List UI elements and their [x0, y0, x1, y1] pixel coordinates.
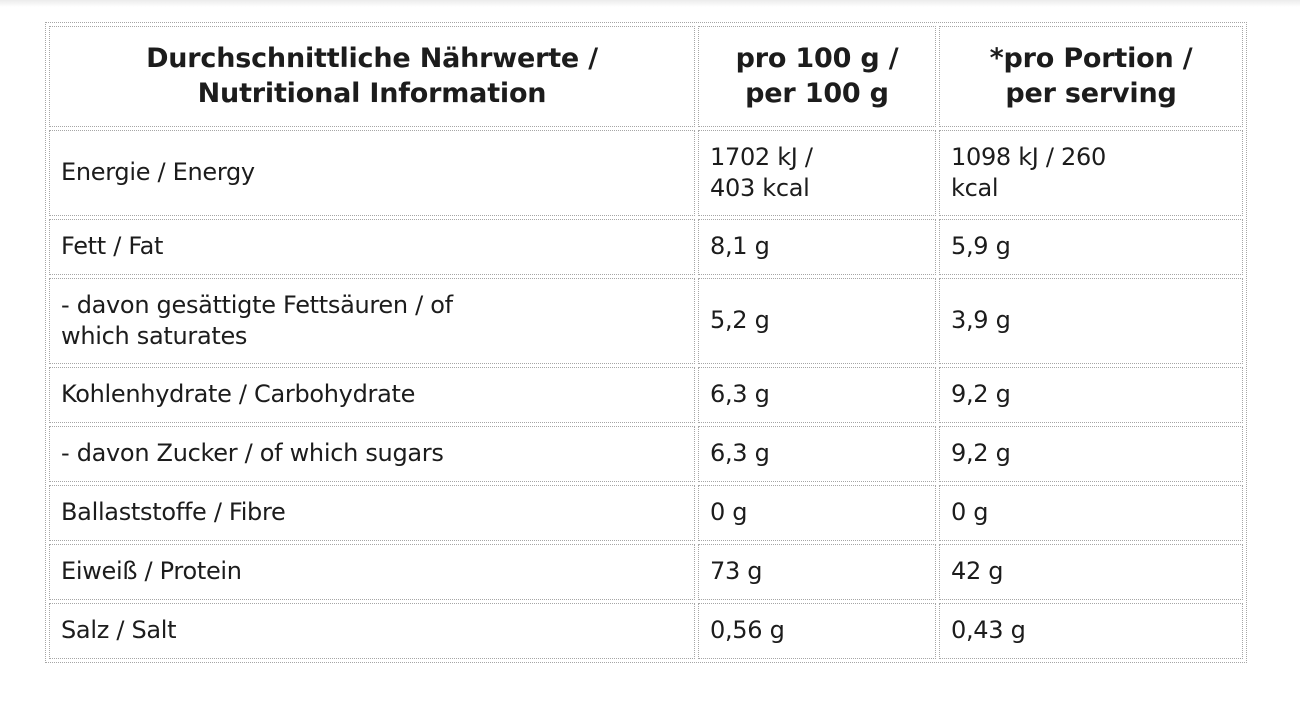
nutrient-label: Ballaststoffe / Fibre: [49, 484, 695, 541]
page-top-edge: [0, 0, 1300, 7]
per-serving-value: 5,9 g: [939, 219, 1243, 276]
nutrient-row-fat: Fett / Fat 8,1 g 5,9 g: [49, 219, 1243, 276]
per-100g-value: 5,2 g: [698, 278, 936, 364]
per-100g-value: 8,1 g: [698, 219, 936, 276]
nutrition-table: Durchschnittliche Nährwerte / Nutritiona…: [45, 22, 1247, 663]
header-per-serving-column: *pro Portion / per serving: [939, 26, 1243, 128]
nutrient-row-saturates: - davon gesättigte Fettsäuren / of which…: [49, 278, 1243, 364]
per-serving-value: 42 g: [939, 543, 1243, 600]
per-100g-value: 1702 kJ / 403 kcal: [698, 130, 936, 217]
header-nutrient-column: Durchschnittliche Nährwerte / Nutritiona…: [49, 26, 695, 128]
per-serving-value: 1098 kJ / 260 kcal: [939, 130, 1243, 217]
per-serving-value: 0,43 g: [939, 602, 1243, 659]
nutrient-row-salt: Salz / Salt 0,56 g 0,43 g: [49, 602, 1243, 659]
nutrient-label: Eiweiß / Protein: [49, 543, 695, 600]
nutrition-header-row: Durchschnittliche Nährwerte / Nutritiona…: [49, 26, 1243, 128]
nutrient-label: Kohlenhydrate / Carbohydrate: [49, 366, 695, 423]
nutrient-label: Energie / Energy: [49, 130, 695, 217]
nutrient-row-protein: Eiweiß / Protein 73 g 42 g: [49, 543, 1243, 600]
nutrient-row-fibre: Ballaststoffe / Fibre 0 g 0 g: [49, 484, 1243, 541]
nutrient-row-energy: Energie / Energy 1702 kJ / 403 kcal 1098…: [49, 130, 1243, 217]
nutrient-label: Salz / Salt: [49, 602, 695, 659]
nutrient-row-carbohydrate: Kohlenhydrate / Carbohydrate 6,3 g 9,2 g: [49, 366, 1243, 423]
per-serving-value: 3,9 g: [939, 278, 1243, 364]
per-100g-value: 73 g: [698, 543, 936, 600]
header-per-100g-column: pro 100 g / per 100 g: [698, 26, 936, 128]
per-serving-value: 9,2 g: [939, 425, 1243, 482]
nutrient-label: Fett / Fat: [49, 219, 695, 276]
per-100g-value: 0,56 g: [698, 602, 936, 659]
nutrient-label: - davon Zucker / of which sugars: [49, 425, 695, 482]
per-100g-value: 0 g: [698, 484, 936, 541]
per-100g-value: 6,3 g: [698, 366, 936, 423]
nutrient-row-sugars: - davon Zucker / of which sugars 6,3 g 9…: [49, 425, 1243, 482]
per-serving-value: 9,2 g: [939, 366, 1243, 423]
per-serving-value: 0 g: [939, 484, 1243, 541]
per-100g-value: 6,3 g: [698, 425, 936, 482]
nutrient-label: - davon gesättigte Fettsäuren / of which…: [49, 278, 695, 364]
